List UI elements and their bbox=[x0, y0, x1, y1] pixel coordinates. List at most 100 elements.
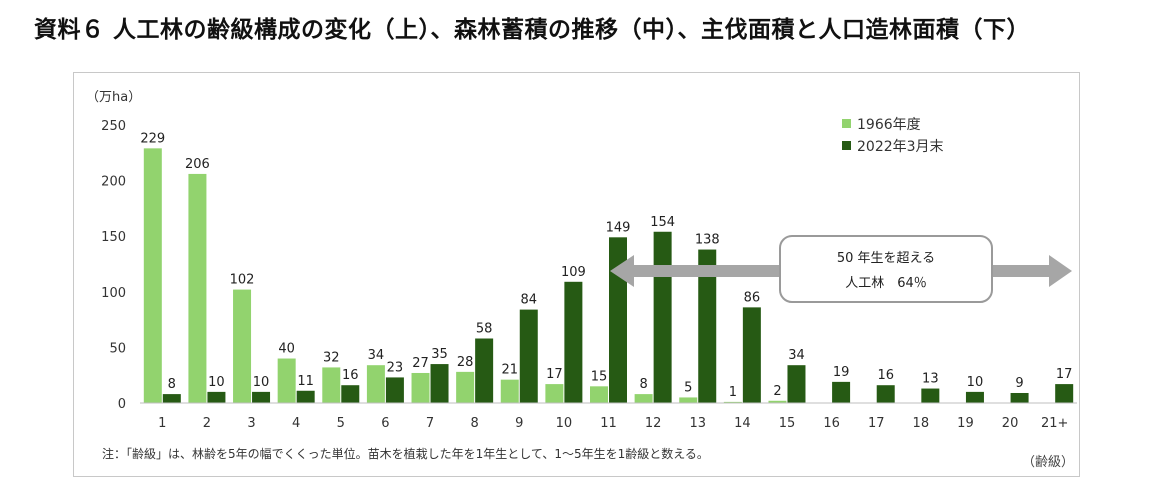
data-label: 8 bbox=[168, 377, 176, 392]
data-label: 102 bbox=[230, 273, 255, 288]
x-tick-label: 20 bbox=[1002, 416, 1019, 431]
data-label: 17 bbox=[546, 367, 563, 382]
data-label: 32 bbox=[323, 350, 340, 365]
bar-2022 bbox=[876, 385, 895, 403]
x-tick-label: 9 bbox=[515, 416, 523, 431]
bar-1966 bbox=[233, 289, 252, 403]
bar-2022 bbox=[653, 231, 672, 403]
x-tick-label: 12 bbox=[645, 416, 662, 431]
data-label: 16 bbox=[342, 368, 359, 383]
bar-1966 bbox=[723, 401, 742, 403]
x-axis-label: （齢級） bbox=[1022, 455, 1074, 470]
x-tick-label: 2 bbox=[203, 416, 211, 431]
y-tick-label: 100 bbox=[101, 286, 126, 301]
x-tick-label: 14 bbox=[734, 416, 751, 431]
bar-2022 bbox=[1010, 392, 1029, 403]
bar-1966 bbox=[500, 379, 519, 403]
bar-2022 bbox=[296, 390, 315, 403]
data-label: 40 bbox=[278, 342, 295, 357]
x-tick-label: 3 bbox=[247, 416, 255, 431]
bar-2022 bbox=[742, 307, 761, 403]
data-label: 149 bbox=[606, 220, 631, 235]
data-label: 9 bbox=[1015, 376, 1023, 391]
bar-2022 bbox=[965, 391, 984, 403]
data-label: 13 bbox=[922, 372, 939, 387]
x-tick-label: 17 bbox=[868, 416, 885, 431]
bar-2022 bbox=[430, 364, 449, 403]
legend-swatch bbox=[842, 141, 851, 150]
data-label: 19 bbox=[833, 365, 850, 380]
data-label: 35 bbox=[431, 347, 448, 362]
data-label: 34 bbox=[368, 348, 385, 363]
x-tick-label: 1 bbox=[158, 416, 166, 431]
bar-2022 bbox=[162, 394, 181, 403]
bar-1966 bbox=[143, 148, 162, 403]
bar-2022 bbox=[832, 381, 851, 403]
data-label: 23 bbox=[387, 360, 404, 375]
x-tick-label: 16 bbox=[823, 416, 840, 431]
data-label: 154 bbox=[650, 215, 675, 230]
bar-1966 bbox=[456, 371, 475, 403]
legend-swatch bbox=[842, 119, 851, 128]
data-label: 10 bbox=[253, 375, 270, 390]
data-label: 84 bbox=[520, 293, 537, 308]
data-label: 10 bbox=[967, 375, 984, 390]
x-tick-label: 7 bbox=[426, 416, 434, 431]
bar-1966 bbox=[545, 384, 564, 403]
arrow-left-shape bbox=[610, 255, 784, 287]
chart-frame: （万ha） 0 50 100 150 200 250 1 2 3 4 5 6 7 8 9 10 11 12 13 14 1… bbox=[73, 72, 1080, 477]
bar-2022 bbox=[252, 391, 271, 403]
data-label: 10 bbox=[208, 375, 225, 390]
footnote: 注：「齢級」は、林齢を5年の幅でくくった単位。苗木を植栽した年を1年生として、1… bbox=[102, 446, 709, 461]
x-tick-label: 13 bbox=[689, 416, 706, 431]
data-label: 2 bbox=[773, 384, 781, 399]
bar-2022 bbox=[698, 249, 717, 403]
x-tick-label: 10 bbox=[556, 416, 573, 431]
data-label: 15 bbox=[591, 369, 608, 384]
bar-2022 bbox=[787, 365, 806, 403]
data-label: 8 bbox=[639, 377, 647, 392]
legend-label: 1966年度 bbox=[857, 117, 921, 133]
data-label: 17 bbox=[1056, 367, 1073, 382]
data-label: 34 bbox=[788, 348, 805, 363]
page-title: 資料６ 人工林の齢級構成の変化（上）、森林蓄積の推移（中）、主伐面積と人口造林面… bbox=[34, 17, 1031, 43]
x-tick-label: 5 bbox=[337, 416, 345, 431]
x-tick-label: 8 bbox=[471, 416, 479, 431]
bar-2022 bbox=[341, 385, 360, 403]
bar-1966 bbox=[679, 397, 698, 403]
annotation-line2: 人工林 64％ bbox=[845, 276, 927, 291]
x-tick-label: 19 bbox=[957, 416, 974, 431]
y-tick-label: 50 bbox=[109, 341, 126, 356]
data-label: 109 bbox=[561, 265, 586, 280]
data-label: 5 bbox=[684, 380, 692, 395]
data-label: 58 bbox=[476, 322, 493, 337]
bar-2022 bbox=[475, 338, 494, 403]
bar-1966 bbox=[188, 173, 207, 403]
y-axis-label: （万ha） bbox=[86, 90, 141, 105]
data-label: 11 bbox=[297, 374, 314, 389]
bar-1966 bbox=[768, 400, 787, 403]
data-label: 27 bbox=[412, 356, 429, 371]
bar-1966 bbox=[322, 367, 341, 403]
x-tick-label: 4 bbox=[292, 416, 300, 431]
data-label: 206 bbox=[185, 157, 210, 172]
bar-2022 bbox=[207, 391, 226, 403]
x-tick-label: 6 bbox=[381, 416, 389, 431]
x-tick-label: 21+ bbox=[1041, 416, 1068, 431]
bar-1966 bbox=[366, 365, 385, 403]
data-label: 138 bbox=[695, 233, 720, 248]
y-tick-label: 250 bbox=[101, 119, 126, 134]
y-tick-label: 150 bbox=[101, 230, 126, 245]
annotation-box bbox=[779, 235, 993, 303]
x-tick-label: 11 bbox=[600, 416, 617, 431]
arrow-right-shape bbox=[992, 255, 1072, 287]
legend-label: 2022年3月末 bbox=[857, 139, 944, 155]
annotation-line1: 50 年生を超える bbox=[837, 251, 935, 266]
data-label: 16 bbox=[877, 368, 894, 383]
bar-2022 bbox=[921, 388, 940, 403]
data-label: 21 bbox=[501, 363, 518, 378]
x-tick-label: 15 bbox=[779, 416, 796, 431]
y-tick-label: 0 bbox=[118, 397, 126, 412]
bar-2022 bbox=[519, 309, 538, 403]
